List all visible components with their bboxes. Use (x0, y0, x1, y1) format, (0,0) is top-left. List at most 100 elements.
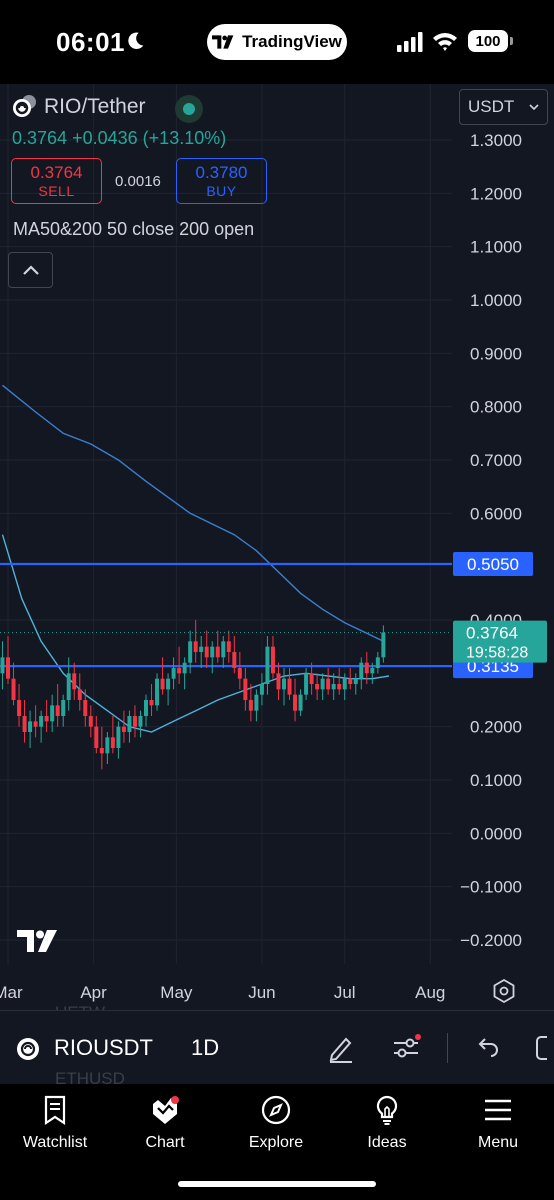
currency-select[interactable]: USDT (459, 89, 548, 125)
level-badge-bg (453, 552, 533, 576)
candle (28, 721, 33, 732)
currency-value: USDT (468, 97, 515, 116)
y-axis-label: 0.8000 (470, 398, 522, 417)
candle (331, 684, 336, 690)
candle (72, 673, 77, 690)
candle (326, 678, 331, 690)
candle (132, 716, 137, 727)
x-axis-label: Jul (334, 983, 356, 1002)
price-chart[interactable]: 1.3000 1.2000 1.1000 1.0000 0.9000 0.8000 0.70… (0, 84, 554, 1010)
candle (193, 641, 198, 652)
chart-settings-icon[interactable] (491, 978, 517, 1004)
candle (83, 700, 88, 716)
sell-price: 0.3764 (30, 163, 83, 182)
candle (155, 678, 160, 706)
candle (226, 641, 231, 652)
price-summary: 0.3764 +0.0436 (+13.10%) (12, 128, 226, 149)
x-axis-label: Mar (0, 983, 23, 1002)
candle (370, 668, 375, 674)
buy-price: 0.3780 (195, 163, 248, 182)
candle (110, 737, 115, 748)
x-axis-label: May (160, 983, 193, 1002)
y-axis-label: −0.2000 (460, 931, 522, 950)
y-axis-label: 1.0000 (470, 291, 522, 310)
fullscreen-icon[interactable] (533, 1033, 554, 1063)
symbol-name: RIO/Tether (44, 95, 146, 118)
app-pill[interactable]: TradingView (207, 24, 347, 60)
buy-button[interactable]: 0.3780 BUY (176, 158, 267, 204)
price-change: +0.0436 (72, 128, 138, 148)
tradingview-watermark-icon[interactable] (17, 930, 61, 952)
nav-menu-label: Menu (477, 1134, 519, 1151)
nav-ideas[interactable]: Ideas (332, 1094, 442, 1152)
candle (215, 646, 220, 658)
candle (265, 646, 270, 684)
candle (33, 721, 38, 727)
app-pill-label: TradingView (242, 32, 342, 51)
candle (359, 662, 364, 679)
chart-nav-icon (153, 1096, 179, 1124)
last-price-badge-bg (453, 620, 547, 663)
home-indicator[interactable] (178, 1181, 376, 1187)
rio-coin-icon (13, 95, 36, 117)
watchlist-icon (44, 1095, 66, 1126)
drawing-tools-icon[interactable] (326, 1033, 356, 1063)
nav-ideas-label: Ideas (367, 1134, 407, 1151)
candle (364, 662, 369, 674)
sell-button[interactable]: 0.3764 SELL (11, 158, 102, 204)
indicators-icon[interactable] (391, 1033, 421, 1063)
y-axis-label: 0.0000 (470, 824, 522, 843)
nav-menu[interactable]: Menu (443, 1094, 553, 1152)
chart-area[interactable]: 1.3000 1.2000 1.1000 1.0000 0.9000 0.8000 0.70… (0, 84, 554, 1010)
nav-explore[interactable]: Explore (221, 1094, 331, 1152)
chart-toolbar: RIOUSDT 1D (0, 1010, 554, 1084)
candle (166, 678, 171, 690)
candle (375, 657, 380, 668)
candle (381, 632, 386, 658)
interval-button[interactable]: 1D (191, 1035, 220, 1060)
candle (221, 641, 226, 658)
candle (348, 678, 353, 684)
y-axis-label: 1.3000 (470, 131, 522, 150)
price-change-pct: (+13.10%) (142, 128, 227, 148)
ma200-line (2, 384, 384, 642)
market-status-indicator[interactable] (175, 95, 203, 123)
lightbulb-icon (376, 1095, 398, 1125)
last-price-badge-label: 0.3764 (466, 624, 518, 643)
battery-cap (510, 37, 513, 45)
nav-watchlist[interactable]: Watchlist (0, 1094, 110, 1152)
candle (243, 678, 248, 700)
nav-chart[interactable]: Chart (110, 1094, 220, 1152)
status-bar: 06:01 TradingView 100 (0, 0, 554, 84)
candle (320, 678, 325, 690)
candle (270, 646, 275, 674)
candle (88, 716, 93, 727)
candle (0, 657, 5, 674)
buy-label: BUY (206, 183, 237, 199)
compass-icon (261, 1095, 291, 1125)
symbol-search-button[interactable]: RIOUSDT (54, 1035, 153, 1060)
undo-icon[interactable] (472, 1033, 502, 1063)
countdown-label: 19:58:28 (466, 645, 528, 662)
indicator-legend[interactable]: MA50&200 50 close 200 open (13, 219, 255, 239)
status-time: 06:01 (56, 27, 125, 57)
symbol-header[interactable]: RIO/Tether (12, 94, 146, 120)
x-axis-label: Apr (80, 983, 107, 1002)
nav-chart-label: Chart (145, 1134, 185, 1151)
last-price: 0.3764 (12, 128, 68, 148)
candle (77, 689, 82, 700)
market-open-dot (183, 103, 195, 115)
y-axis-label: 0.1000 (470, 771, 522, 790)
symbol-coin-icon (17, 1038, 39, 1060)
wifi-icon (433, 33, 457, 51)
x-axis-label: Jun (248, 983, 275, 1002)
collapse-legend-button[interactable] (8, 252, 53, 288)
candle (254, 694, 259, 711)
candle (116, 726, 121, 748)
candle (171, 668, 176, 679)
spread-value: 0.0016 (115, 173, 161, 190)
y-axis-label: 1.1000 (470, 238, 522, 257)
candle (138, 716, 143, 727)
battery-indicator: 100 (468, 30, 508, 52)
candle (232, 652, 237, 668)
